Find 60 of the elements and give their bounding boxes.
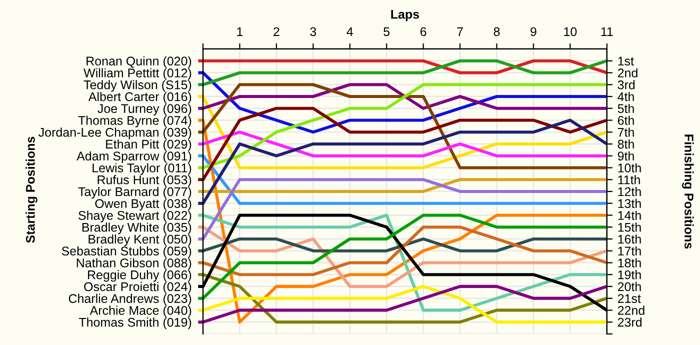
y2-tick-label: 8th xyxy=(618,139,634,149)
y2-tick-label: 4th xyxy=(618,92,634,102)
legend-label: Sebastian Stubbs (059) xyxy=(62,246,192,258)
legend-label: Ethan Pitt (029) xyxy=(106,139,192,152)
y2-tick-label: 21st xyxy=(618,294,641,303)
x-tick-label: 2 xyxy=(274,27,280,36)
y2-tick-label: 18th xyxy=(618,258,641,268)
y2-tick-label: 16th xyxy=(618,234,641,244)
legend-label: Bradley Kent (050) xyxy=(88,234,192,246)
y2-tick-label: 17th xyxy=(618,246,641,256)
y2-tick-label: 10th xyxy=(618,163,641,172)
y2-tick-label: 1st xyxy=(618,56,634,66)
y2-axis-title: Finishing Positions xyxy=(682,134,694,249)
legend-label: Bradley White (035) xyxy=(82,222,192,234)
y2-tick-label: 9th xyxy=(618,151,634,161)
legend-label: Lewis Taylor (011) xyxy=(92,163,192,175)
legend-label: Archie Mace (040) xyxy=(90,306,192,318)
legend-label: Shaye Stewart (022) xyxy=(78,210,192,222)
y2-tick-label: 19th xyxy=(618,270,641,280)
y2-tick-label: 22nd xyxy=(618,306,644,315)
y2-tick-label: 11th xyxy=(618,175,640,184)
y2-tick-label: 5th xyxy=(618,104,634,114)
legend-label: Charlie Andrews (023) xyxy=(68,294,192,306)
x-tick-label: 5 xyxy=(384,27,390,36)
y2-tick-label: 13th xyxy=(618,198,641,208)
x-tick-label: 4 xyxy=(346,27,353,36)
legend-label: Taylor Barnard (077) xyxy=(78,186,192,199)
y2-tick-label: 12th xyxy=(618,186,641,196)
y2-tick-label: 15th xyxy=(618,222,641,232)
x-tick-label: 3 xyxy=(310,27,316,36)
y2-tick-label: 3rd xyxy=(618,80,635,90)
x-tick-label: 10 xyxy=(564,27,577,36)
legend-label: Jordan-Lee Chapman (039) xyxy=(38,128,192,140)
x-tick-label: 11 xyxy=(601,27,613,36)
x-tick-label: 8 xyxy=(494,27,500,36)
legend-label: Thomas Smith (019) xyxy=(78,318,192,330)
legend-label: Ronan Quinn (020) xyxy=(86,56,192,68)
text: Starting Positions xyxy=(26,136,38,243)
legend-label: Rufus Hunt (053) xyxy=(98,175,192,187)
y2-tick-label: 7th xyxy=(618,128,634,137)
legend-label: Teddy Wilson (S15) xyxy=(84,80,192,92)
legend-label: Albert Carter (016) xyxy=(88,92,192,104)
x-tick-label: 7 xyxy=(457,27,463,36)
y2-tick-label: 2nd xyxy=(618,68,638,78)
x-axis-title: Laps xyxy=(391,10,420,22)
legend-label: Nathan Gibson (088) xyxy=(76,258,192,270)
legend-label: Adam Sparrow (091) xyxy=(76,151,192,163)
legend-label: Oscar Proietti (024) xyxy=(84,282,192,294)
x-tick-label: 9 xyxy=(530,27,536,36)
legend-label: Reggie Duhy (066) xyxy=(88,270,192,282)
x-tick-label: 1 xyxy=(237,27,243,36)
y2-tick-label: 6th xyxy=(618,116,634,125)
y2-tick-label: 20th xyxy=(618,282,641,292)
y2-tick-label: 23rd xyxy=(618,318,642,327)
legend-label: Thomas Byrne (074) xyxy=(78,116,192,128)
legend-label: Owen Byatt (038) xyxy=(95,198,192,210)
y2-tick-label: 14th xyxy=(618,210,641,220)
legend-label: William Pettitt (012) xyxy=(84,68,192,80)
x-tick-label: 6 xyxy=(420,27,426,36)
legend-label: Joe Turney (096) xyxy=(98,104,192,116)
